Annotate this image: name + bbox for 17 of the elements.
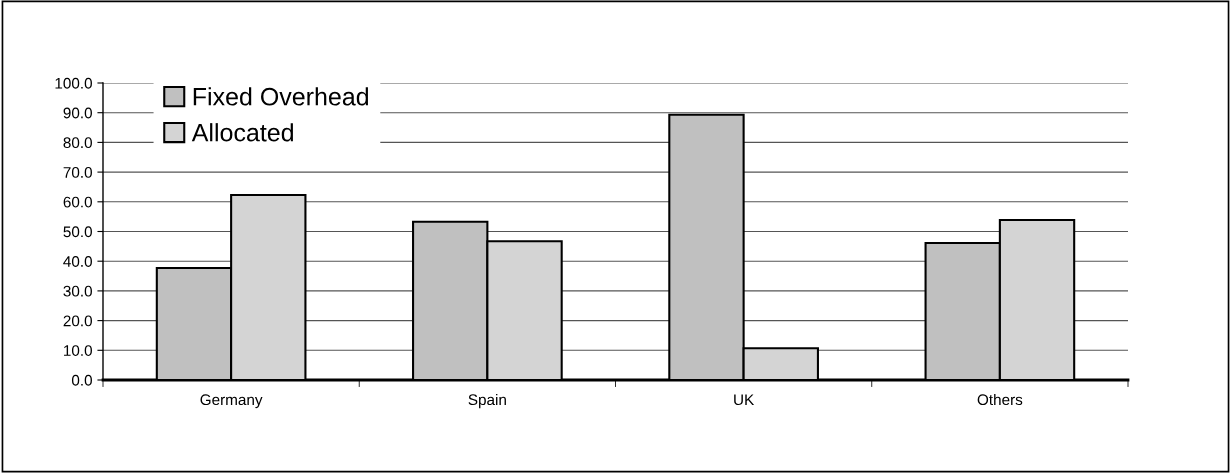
legend-label: Allocated [191, 123, 293, 142]
y-tick-label: 60.0 [63, 196, 92, 208]
y-tick-label: 50.0 [63, 226, 92, 238]
x-tick-label: Others [977, 393, 1023, 406]
y-tick-label: 20.0 [63, 315, 92, 327]
x-tick-label: UK [734, 394, 755, 406]
x-tick-label: Spain [468, 393, 506, 409]
y-tick-label: 30.0 [63, 285, 92, 297]
y-tick-label: 70.0 [63, 166, 92, 178]
y-tick-label: 40.0 [63, 256, 92, 267]
y-tick-label: 90.0 [63, 107, 92, 119]
y-tick-label: 0.0 [71, 374, 92, 386]
y-tick-label: 80.0 [63, 137, 92, 149]
y-tick-label: 10.0 [64, 345, 92, 356]
x-tick-label: Germany [200, 394, 263, 409]
legend-label: Fixed Overhead [193, 87, 369, 106]
y-tick-label: 100.0 [55, 77, 92, 89]
